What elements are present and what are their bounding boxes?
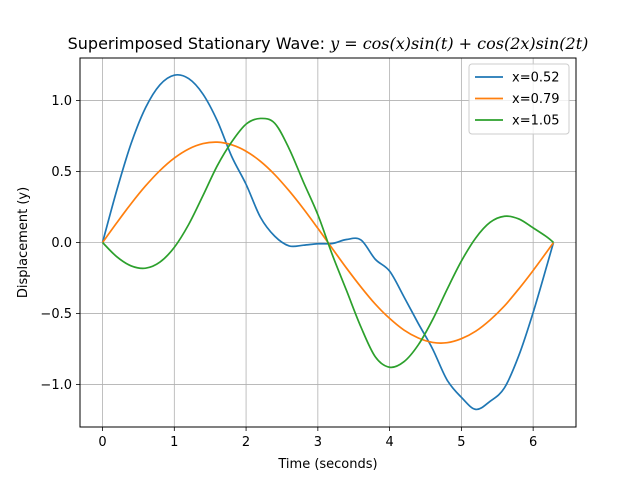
- legend-label-3: x=1.05: [512, 114, 560, 129]
- y-axis-label: Displacement (y): [16, 187, 31, 298]
- legend-label-1: x=0.52: [512, 71, 560, 86]
- x-tick-label: 5: [457, 435, 465, 450]
- x-tick-label: 6: [529, 435, 537, 450]
- chart-title: Superimposed Stationary Wave: y = cos(x)…: [68, 34, 589, 53]
- x-tick-label: 4: [385, 435, 393, 450]
- chart-title-prefix: Superimposed Stationary Wave:: [68, 34, 330, 53]
- y-tick-label: 0.5: [51, 165, 72, 180]
- x-tick-label: 3: [314, 435, 322, 450]
- chart-title-equation: y = cos(x)sin(t) + cos(2x)sin(2t): [329, 34, 588, 53]
- y-tick-label: 0.0: [51, 236, 72, 251]
- x-axis-label: Time (seconds): [277, 457, 377, 472]
- series-line-2: [101, 141, 555, 344]
- series-line-3: [101, 117, 555, 369]
- plot-area: [101, 73, 555, 411]
- x-tick-label: 2: [242, 435, 250, 450]
- y-tick-label: −1.0: [40, 378, 72, 393]
- y-axis-ticks: −1.0 −0.5 0.0 0.5 1.0: [40, 94, 80, 393]
- series-line-1: [101, 73, 555, 411]
- axes-frame: [79, 57, 577, 428]
- x-axis-ticks: 0 1 2 3 4 5 6: [98, 427, 537, 450]
- x-tick-label: 0: [98, 435, 106, 450]
- legend: x=0.52 x=0.79 x=1.05: [468, 63, 570, 135]
- legend-label-2: x=0.79: [512, 92, 560, 107]
- x-tick-label: 1: [170, 435, 178, 450]
- y-tick-label: 1.0: [51, 94, 72, 109]
- legend-box: [468, 63, 570, 135]
- y-tick-label: −0.5: [40, 307, 72, 322]
